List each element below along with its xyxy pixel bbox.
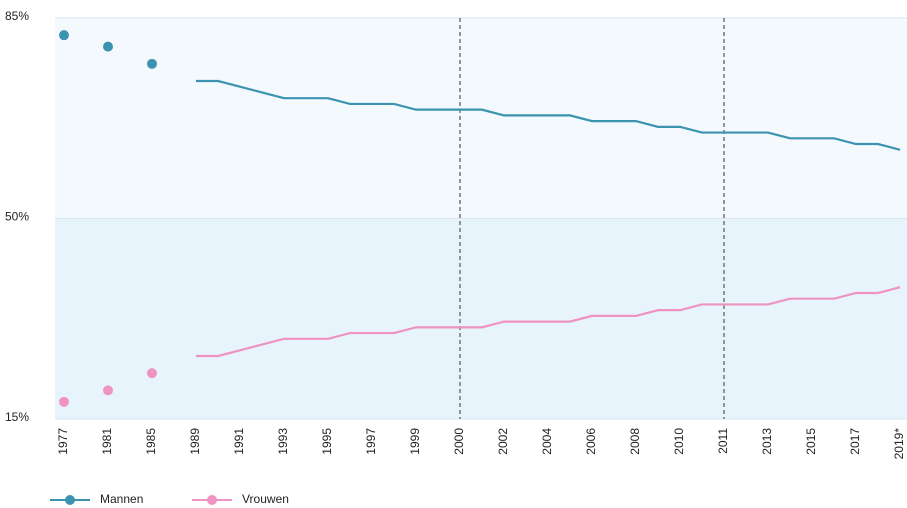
x-tick-label: 2000	[452, 428, 466, 455]
legend-item: Mannen	[50, 492, 143, 506]
x-tick-label: 2004	[540, 428, 554, 455]
series	[59, 286, 901, 407]
legend-label: Vrouwen	[242, 492, 289, 506]
legend-marker	[65, 495, 75, 505]
data-point	[103, 41, 113, 52]
x-tick-label: 1989	[188, 428, 202, 455]
legend-marker	[207, 495, 217, 505]
data-point	[59, 30, 69, 41]
x-tick-label: 1981	[100, 428, 114, 455]
x-tick-label: 2008	[628, 428, 642, 455]
x-tick-label: 2017	[848, 428, 862, 455]
x-tick-label: 2011	[716, 428, 730, 454]
x-tick-label: 2013	[760, 428, 774, 455]
data-point	[59, 396, 69, 407]
plot-background-upper	[55, 18, 907, 219]
x-tick-label: 1995	[320, 428, 334, 455]
data-point	[147, 58, 157, 69]
plot-background-lower	[55, 218, 907, 419]
data-line	[196, 79, 901, 151]
x-tick-label: 2002	[496, 428, 510, 455]
x-tick-label: 2010	[672, 428, 686, 455]
x-tick-label: 1977	[56, 428, 70, 455]
x-tick-label: 2019*	[892, 428, 906, 460]
legend-item: Vrouwen	[192, 492, 289, 506]
x-tick-label: 1985	[144, 428, 158, 455]
legend-label: Mannen	[100, 492, 143, 506]
x-tick-label: 2006	[584, 428, 598, 455]
y-tick-label: 15%	[5, 410, 29, 424]
y-tick-label: 50%	[5, 210, 29, 224]
data-line	[196, 286, 901, 358]
data-point	[147, 368, 157, 379]
x-tick-label: 1999	[408, 428, 422, 455]
x-tick-label: 1993	[276, 428, 290, 455]
data-point	[103, 385, 113, 396]
x-tick-label: 1997	[364, 428, 378, 455]
y-tick-label: 85%	[5, 9, 29, 23]
x-tick-label: 1991	[232, 428, 246, 455]
series	[59, 30, 901, 151]
x-tick-label: 2015	[804, 428, 818, 455]
